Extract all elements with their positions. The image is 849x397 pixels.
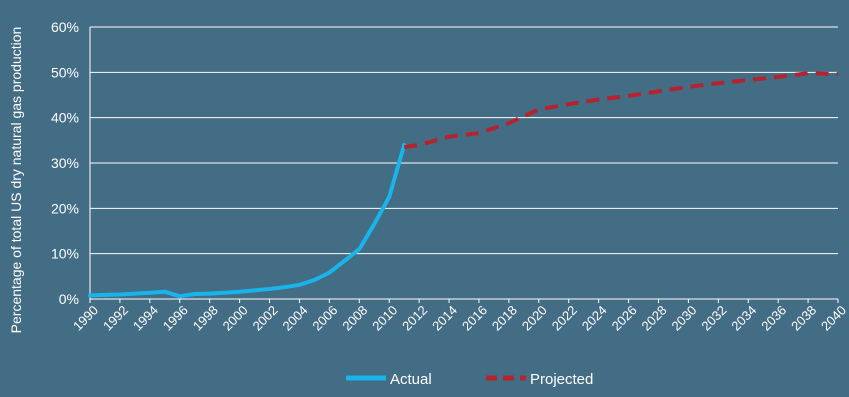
series-lines [88,71,839,299]
axes [89,27,839,303]
legend-label-actual: Actual [390,371,432,388]
y-tick-label: 60% [51,19,79,35]
y-tick-label: 0% [59,291,79,307]
gridlines [90,26,838,255]
y-axis-label: Percentage of total US dry natural gas p… [8,27,24,334]
legend: Actual Projected [346,371,593,388]
x-axis-tick-labels: 1990199219941996199820002002200420062008… [70,303,849,334]
y-tick-label: 10% [51,246,79,262]
y-tick-label: 30% [51,155,79,171]
series-line-actual [88,142,407,299]
series-line-projected [403,71,839,150]
legend-label-projected: Projected [530,371,593,388]
y-axis-tick-labels: 0% 10% 20% 30% 40% 50% 60% [51,19,79,307]
y-tick-label: 50% [51,64,79,80]
y-tick-label: 40% [51,110,79,126]
y-tick-label: 20% [51,200,79,216]
